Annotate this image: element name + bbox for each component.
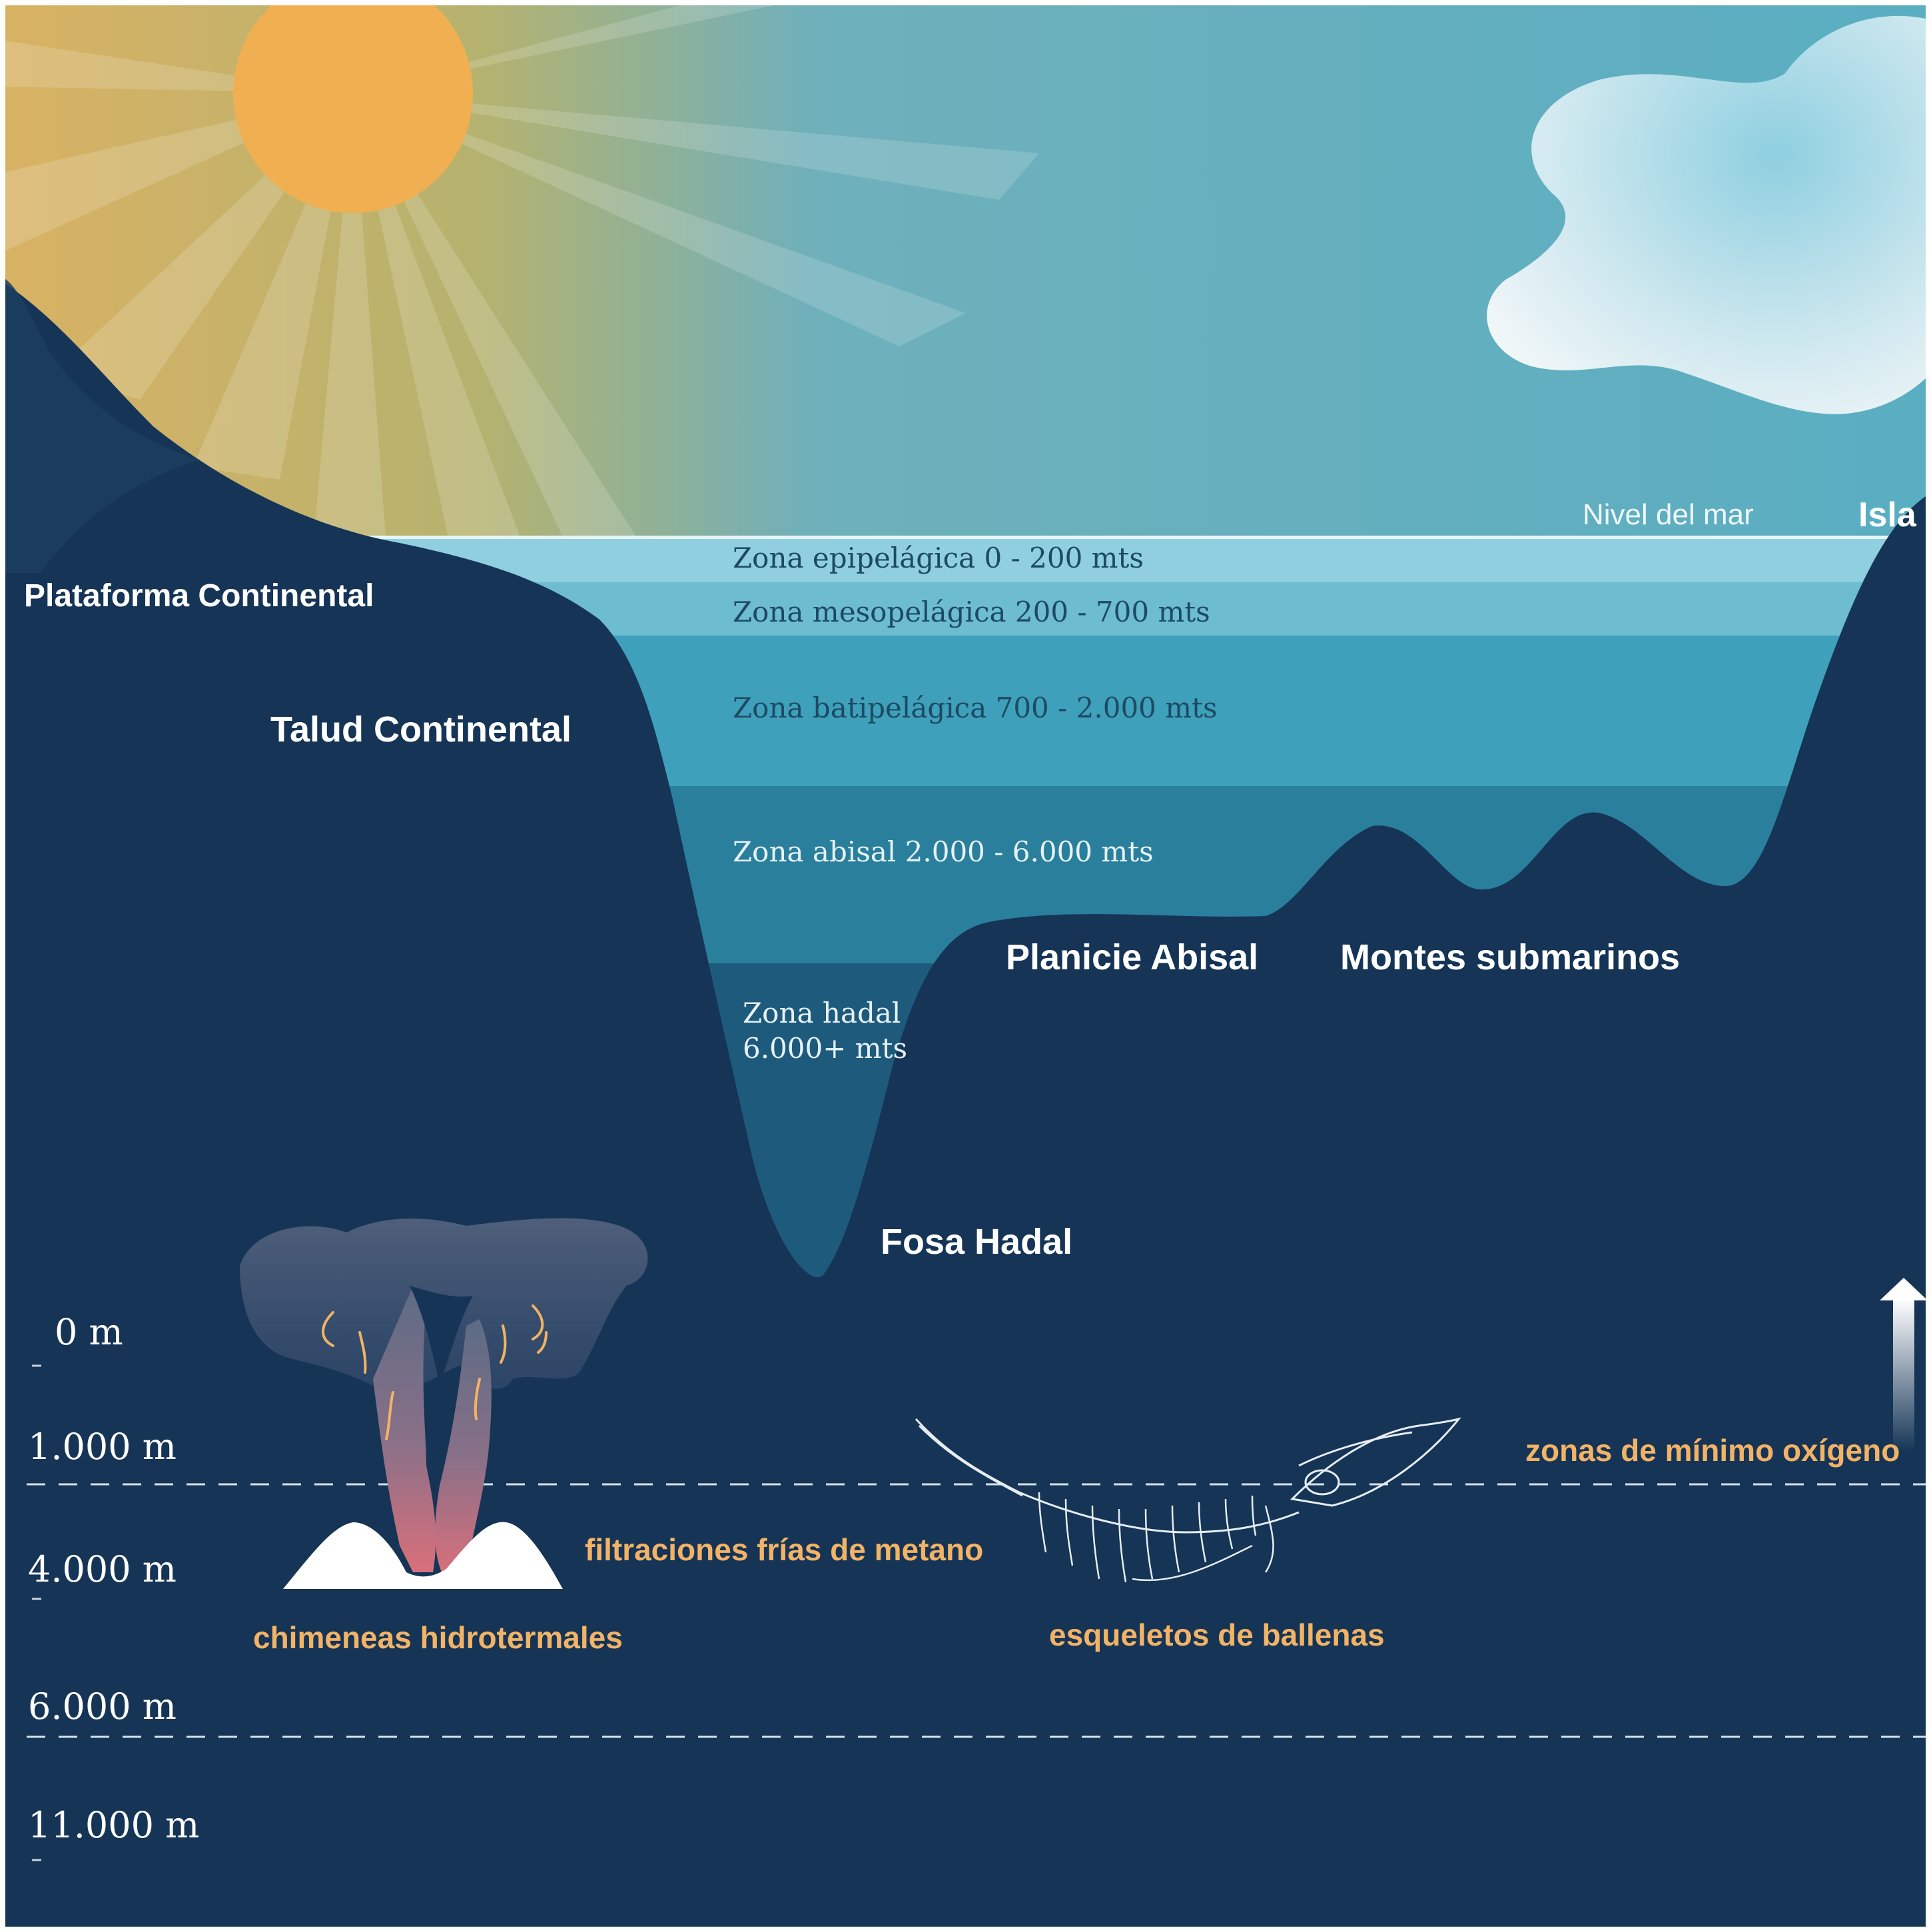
sea-level-label: Nivel del mar	[1583, 498, 1754, 531]
seamounts-label: Montes submarinos	[1340, 937, 1680, 977]
up-arrow-icon	[1880, 1278, 1928, 1452]
seafloor-terrain	[0, 280, 1931, 1932]
depth-label-6000: 6.000 m	[28, 1686, 177, 1727]
whale-skeleton-icon	[915, 1417, 1461, 1583]
continental-slope-label: Talud Continental	[270, 710, 572, 749]
depth-label-11000: 11.000 m	[28, 1804, 199, 1846]
min-oxygen-label: zonas de mínimo oxígeno	[1525, 1433, 1900, 1468]
island-label: Isla	[1858, 496, 1917, 534]
whale-skeletons-label: esqueletos de ballenas	[1049, 1618, 1385, 1652]
cloud-icon	[1487, 15, 1931, 414]
sun-icon	[233, 0, 473, 213]
continental-platform-label: Plataforma Continental	[24, 578, 374, 614]
zone-hadal-label-line1: Zona hadal	[743, 997, 901, 1029]
zone-abyssal-label: Zona abisal 2.000 - 6.000 mts	[733, 835, 1154, 868]
depth-ticks	[32, 1364, 41, 1861]
hydrothermal-vents-label: chimeneas hidrotermales	[253, 1620, 623, 1655]
hadal-trench-label: Fosa Hadal	[881, 1222, 1072, 1262]
coastal-mountain	[0, 276, 200, 573]
depth-label-0: 0 m	[55, 1311, 123, 1353]
abyssal-plain-label: Planicie Abisal	[1006, 937, 1258, 977]
depth-label-4000: 4.000 m	[28, 1548, 177, 1590]
zone-hadal-label-line2: 6.000+ mts	[743, 1032, 907, 1065]
hydrothermal-vent-icon	[240, 1218, 648, 1589]
zone-bathypelagic-label: Zona batipelágica 700 - 2.000 mts	[733, 692, 1218, 724]
zone-mesopelagic-label: Zona mesopelágica 200 - 700 mts	[733, 596, 1210, 628]
zone-epipelagic-label: Zona epipelágica 0 - 200 mts	[733, 542, 1144, 574]
sea-level-line	[293, 536, 1905, 539]
depth-label-1000: 1.000 m	[28, 1426, 177, 1468]
methane-seeps-label: filtraciones frías de metano	[585, 1532, 983, 1567]
